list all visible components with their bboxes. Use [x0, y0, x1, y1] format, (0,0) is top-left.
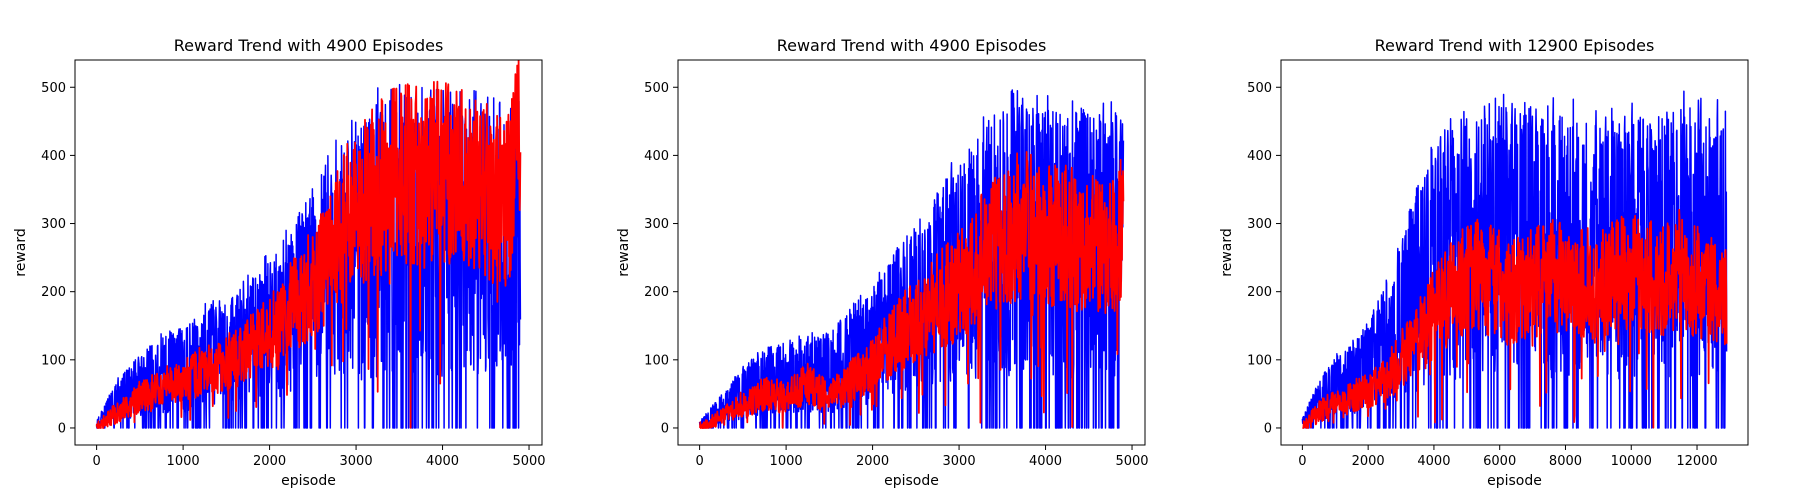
y-tick-label: 0 — [661, 421, 669, 436]
y-tick-label: 300 — [1247, 217, 1272, 232]
y-axis-label: reward — [13, 228, 29, 277]
x-tick-label: 4000 — [1029, 454, 1062, 469]
y-axis-label: reward — [1219, 228, 1235, 277]
x-tick-label: 5000 — [1115, 454, 1148, 469]
y-tick-label: 400 — [1247, 149, 1272, 164]
y-tick-label: 400 — [644, 149, 669, 164]
y-tick-label: 500 — [1247, 81, 1272, 96]
x-tick-label: 12000 — [1676, 454, 1717, 469]
x-tick-label: 2000 — [1352, 454, 1385, 469]
reward-smoothed-line — [95, 60, 522, 429]
chart-title: Reward Trend with 12900 Episodes — [1375, 36, 1655, 55]
x-tick-label: 0 — [1298, 454, 1306, 469]
x-tick-label: 10000 — [1611, 454, 1652, 469]
plot-frame — [74, 59, 543, 446]
plot-frame — [1280, 59, 1749, 446]
x-tick-label: 1000 — [770, 454, 803, 469]
x-tick-label: 1000 — [167, 454, 200, 469]
x-tick-label: 3000 — [340, 454, 373, 469]
y-tick-label: 500 — [41, 81, 66, 96]
x-tick-label: 4000 — [426, 454, 459, 469]
y-tick-label: 100 — [644, 353, 669, 368]
chart-panel: 0 1000 2000 3000 4000 5000 0 100 200 300 400 500 Rew… — [616, 36, 1149, 489]
y-tick-label: 200 — [644, 285, 669, 300]
x-axis-label: episode — [281, 473, 336, 489]
y-axis-label: reward — [616, 228, 632, 277]
y-tick-label: 200 — [1247, 285, 1272, 300]
y-tick-label: 0 — [1264, 421, 1272, 436]
y-tick-label: 400 — [41, 149, 66, 164]
x-axis-label: episode — [1487, 473, 1542, 489]
reward-smoothed-line — [1301, 208, 1728, 429]
x-tick-label: 6000 — [1483, 454, 1516, 469]
chart-title: Reward Trend with 4900 Episodes — [174, 36, 444, 55]
x-tick-label: 0 — [695, 454, 703, 469]
y-tick-label: 100 — [1247, 353, 1272, 368]
x-axis-label: episode — [884, 473, 939, 489]
x-tick-label: 2000 — [253, 454, 286, 469]
y-tick-label: 300 — [41, 217, 66, 232]
y-tick-label: 0 — [58, 421, 66, 436]
reward-smoothed-line — [698, 151, 1125, 429]
chart-panel: 0 1000 2000 3000 4000 5000 0 100 200 300 400 500 Rew… — [13, 36, 546, 489]
x-tick-label: 8000 — [1549, 454, 1582, 469]
x-tick-label: 0 — [92, 454, 100, 469]
y-tick-label: 100 — [41, 353, 66, 368]
y-tick-label: 300 — [644, 217, 669, 232]
x-tick-label: 2000 — [856, 454, 889, 469]
x-tick-label: 5000 — [512, 454, 545, 469]
y-tick-label: 200 — [41, 285, 66, 300]
y-tick-label: 500 — [644, 81, 669, 96]
chart-panel: 0 2000 4000 6000 8000 10000 12000 0 100 200 300 400… — [1219, 36, 1749, 489]
chart-title: Reward Trend with 4900 Episodes — [777, 36, 1047, 55]
x-tick-label: 3000 — [943, 454, 976, 469]
plot-frame — [677, 59, 1146, 446]
x-tick-label: 4000 — [1417, 454, 1450, 469]
